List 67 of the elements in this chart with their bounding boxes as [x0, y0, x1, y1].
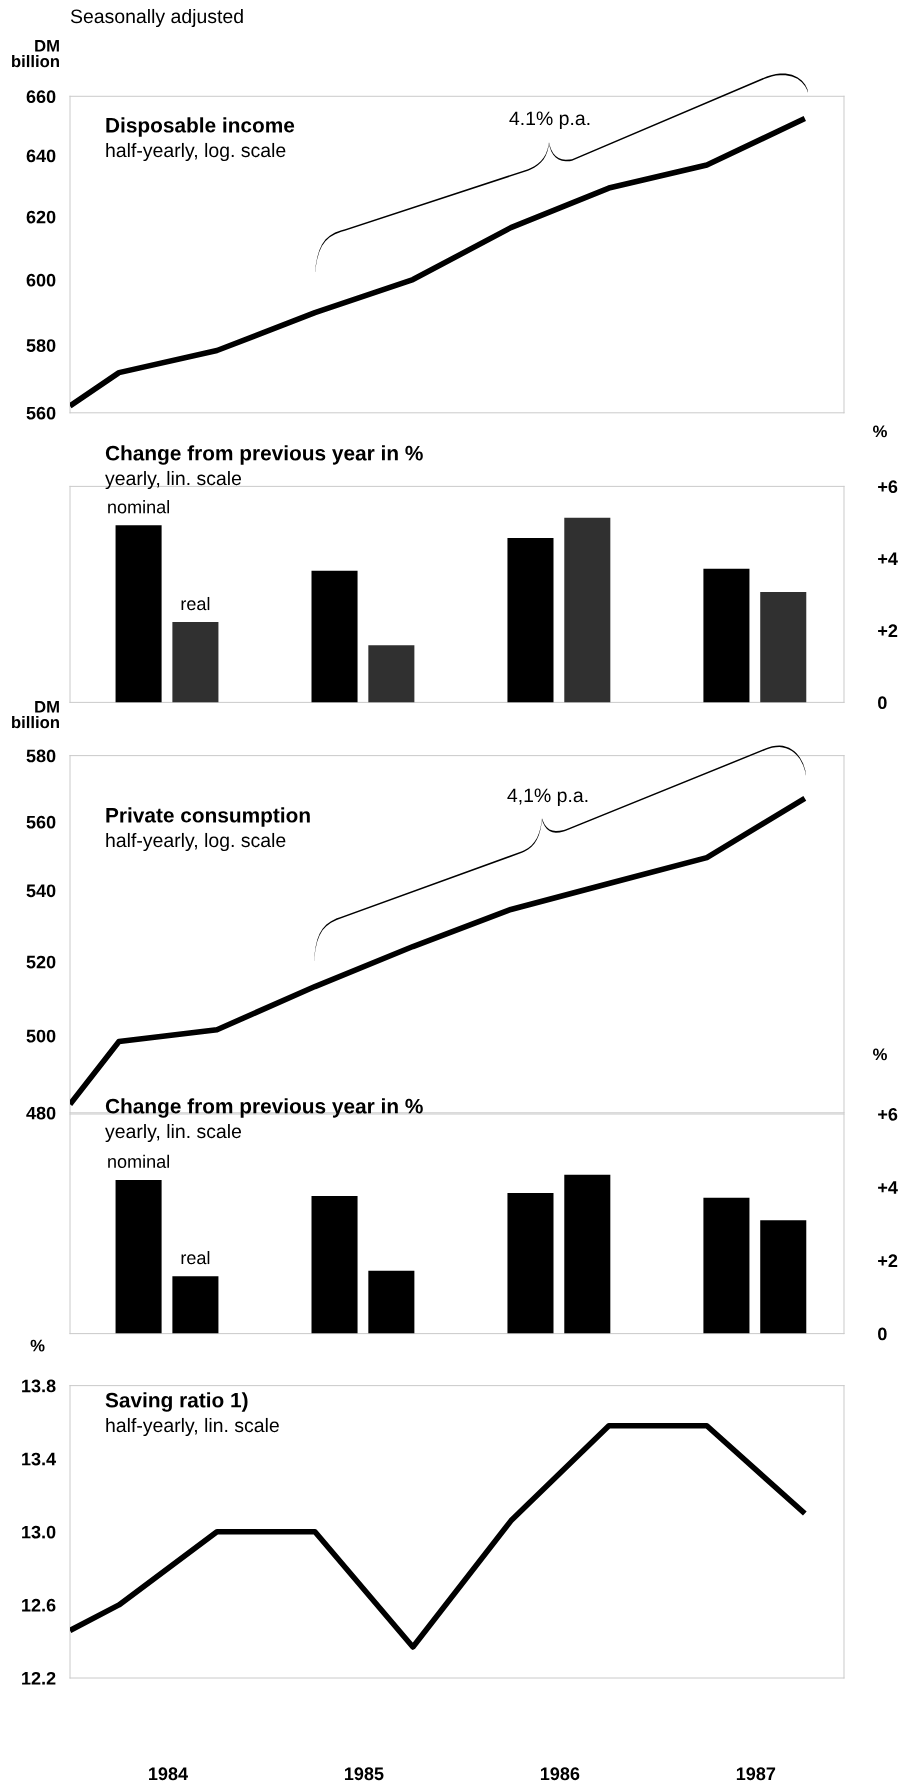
- y-tick-label: 600: [26, 273, 56, 287]
- bar: [564, 1174, 611, 1334]
- bar: [368, 645, 415, 703]
- x-tick-label: 1986: [540, 1767, 580, 1781]
- x-tick-label: 1987: [736, 1767, 776, 1781]
- x-tick-label: 1985: [344, 1767, 384, 1781]
- bar: [703, 1197, 750, 1334]
- y-axis-title: %: [30, 1339, 45, 1352]
- y-tick-label: 580: [26, 339, 56, 352]
- bar: [507, 1193, 554, 1334]
- y-tick-label: +6: [878, 1107, 898, 1121]
- bar: [507, 537, 554, 703]
- y-tick-label: +4: [878, 1181, 898, 1194]
- y-tick-label: 540: [26, 884, 56, 898]
- annotation: 4.1% p.a.: [509, 111, 590, 130]
- y-tick-label: 12.6: [22, 1598, 56, 1612]
- bar: [311, 1195, 358, 1334]
- x-tick-label: 1984: [149, 1767, 188, 1781]
- y-tick-label: 13.0: [22, 1525, 56, 1539]
- bar: [115, 1179, 162, 1334]
- y-tick-label: 640: [26, 149, 56, 163]
- y-axis-title: DM billion: [12, 701, 59, 729]
- y-axis-title: %: [873, 1048, 887, 1061]
- y-tick-label: 500: [26, 1029, 56, 1043]
- chart-subtitle: yearly, lin. scale: [105, 1123, 242, 1143]
- text: half-yearly, log. scale: [106, 142, 286, 162]
- y-tick-label: 520: [26, 955, 56, 969]
- y-tick-label: 13.8: [22, 1379, 56, 1393]
- y-tick-label: 480: [26, 1106, 56, 1120]
- y-tick-label: +2: [878, 624, 898, 637]
- chart-title: Change from previous year in %: [105, 1098, 423, 1118]
- text: Disposable income: [106, 117, 295, 137]
- y-tick-label: 0: [878, 1327, 887, 1341]
- series-label: real: [181, 596, 210, 611]
- bar: [172, 1276, 219, 1334]
- y-tick-label: +4: [878, 552, 898, 565]
- text: Seasonally adjusted: [70, 8, 243, 28]
- series-label: real: [181, 1250, 210, 1265]
- series-label: nominal: [108, 500, 169, 514]
- y-tick-label: 12.2: [22, 1671, 56, 1685]
- bar: [760, 591, 807, 703]
- y-tick-label: 13.4: [22, 1452, 57, 1466]
- y-tick-label: +6: [878, 480, 898, 494]
- y-tick-label: 580: [26, 749, 56, 763]
- bar: [703, 568, 750, 703]
- y-axis-title: DM billion: [12, 40, 59, 68]
- text: half-yearly, log. scale: [106, 832, 286, 852]
- chart-subtitle: yearly, lin. scale: [105, 470, 242, 490]
- text: half-yearly, lin. scale: [106, 1417, 279, 1437]
- y-tick-label: +2: [878, 1254, 898, 1267]
- annotation: 4,1% p.a.: [507, 788, 588, 807]
- bar: [311, 570, 358, 703]
- bar: [172, 622, 219, 703]
- bar: [760, 1220, 807, 1334]
- bar: [115, 525, 162, 703]
- y-tick-label: 620: [26, 210, 56, 224]
- y-tick-label: 660: [26, 90, 56, 104]
- y-tick-label: 560: [26, 406, 56, 420]
- bar: [564, 517, 611, 703]
- chart-title: Change from previous year in %: [105, 445, 423, 465]
- text: Private consumption: [106, 807, 310, 827]
- series-label: nominal: [108, 1154, 169, 1168]
- y-axis-title: %: [873, 425, 887, 438]
- chart-title: Saving ratio 1): [105, 1392, 248, 1412]
- y-tick-label: 0: [878, 696, 887, 710]
- y-tick-label: 560: [26, 815, 56, 829]
- bar: [368, 1270, 415, 1334]
